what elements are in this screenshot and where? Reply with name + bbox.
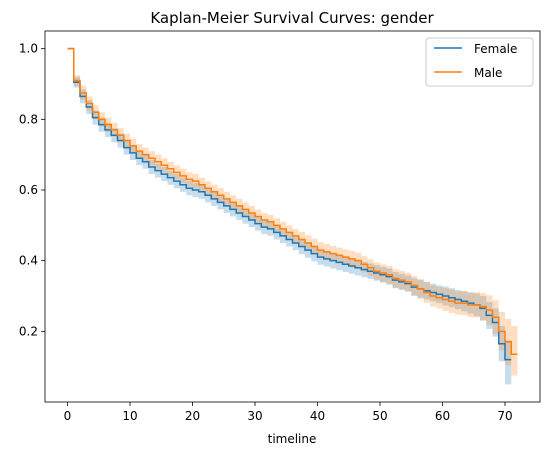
plot-frame <box>44 30 541 403</box>
x-tick-label: 50 <box>372 409 387 423</box>
legend-label-female: Female <box>474 42 517 56</box>
y-tick-label: 0.4 <box>19 254 38 268</box>
x-tick-label: 20 <box>185 409 200 423</box>
x-axis-ticks: 0 10 20 30 40 50 60 70 <box>64 402 513 423</box>
survival-lines <box>67 47 518 361</box>
y-tick-label: 0.6 <box>19 183 38 197</box>
chart-title: Kaplan-Meier Survival Curves: gender <box>150 9 434 27</box>
x-tick-label: 0 <box>64 409 72 423</box>
y-tick-label: 1.0 <box>19 42 38 56</box>
y-axis-ticks: 0.2 0.4 0.6 0.8 1.0 <box>19 42 45 338</box>
x-axis-label: timeline <box>268 432 317 446</box>
x-tick-label: 10 <box>122 409 137 423</box>
legend-box <box>425 37 534 87</box>
x-tick-label: 60 <box>435 409 450 423</box>
legend-label-male: Male <box>474 66 502 80</box>
legend: Female Male <box>425 37 534 87</box>
ci-band-female <box>67 48 512 385</box>
confidence-bands <box>67 48 518 385</box>
y-tick-label: 0.8 <box>19 112 38 126</box>
y-tick-label: 0.2 <box>19 324 38 338</box>
x-tick-label: 70 <box>497 409 512 423</box>
ci-band-male <box>67 48 518 376</box>
x-tick-label: 30 <box>247 409 262 423</box>
x-tick-label: 40 <box>310 409 325 423</box>
survival-line-female <box>67 47 512 361</box>
survival-line-male <box>67 47 518 356</box>
